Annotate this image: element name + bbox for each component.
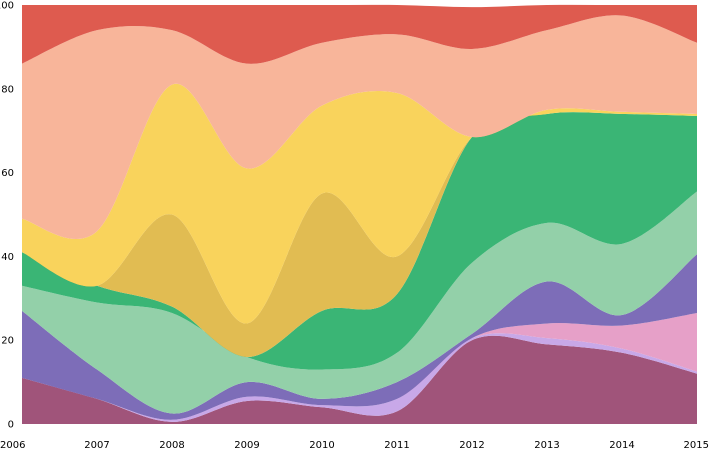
x-tick-label: 2009 (234, 440, 259, 451)
y-tick-label: 0 (8, 420, 14, 431)
x-tick-label: 2010 (309, 440, 334, 451)
y-tick-label: 80 (1, 84, 14, 95)
area-series-10 (22, 4, 697, 64)
area-series-7 (22, 112, 697, 357)
y-tick-label: 20 (1, 336, 14, 347)
y-tick-label: 60 (1, 168, 14, 179)
x-axis: 2006 2007 2008 2009 2010 2011 2012 2013 2014 2015 (0, 440, 709, 451)
y-tick-label: 40 (1, 252, 14, 263)
y-tick-label: 100 (0, 1, 14, 12)
x-tick-label: 2007 (84, 440, 109, 451)
area-series-9 (22, 15, 697, 240)
x-tick-label: 2006 (0, 440, 25, 451)
x-tick-label: 2015 (684, 440, 709, 451)
area-series-4 (22, 254, 697, 420)
x-tick-label: 2008 (159, 440, 184, 451)
area-series-group (22, 4, 697, 424)
x-tick-label: 2012 (459, 440, 484, 451)
area-series-6 (22, 112, 697, 370)
area-series-5 (22, 191, 697, 414)
x-tick-label: 2014 (609, 440, 634, 451)
area-series-8 (22, 83, 697, 324)
x-tick-label: 2011 (384, 440, 409, 451)
area-series-1 (22, 335, 697, 424)
x-tick-label: 2013 (534, 440, 559, 451)
y-axis: 0 20 40 60 80 100 (0, 1, 14, 431)
